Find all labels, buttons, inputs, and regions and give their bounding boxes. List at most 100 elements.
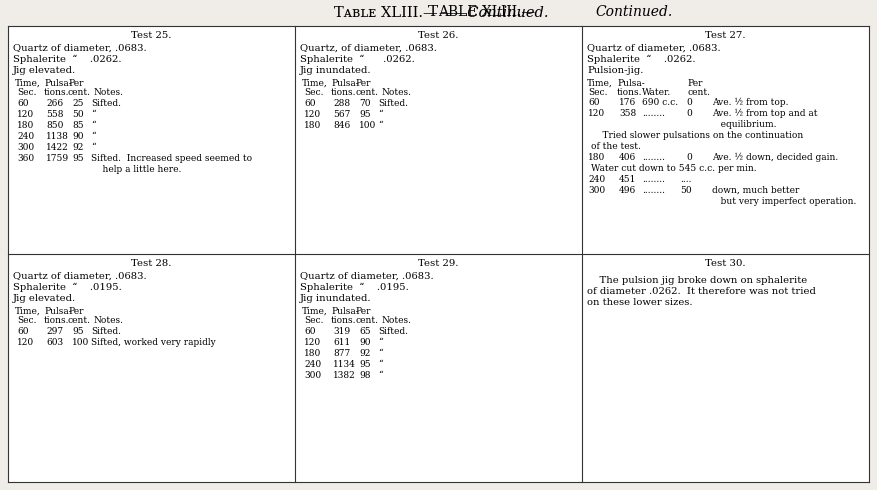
- Text: 65: 65: [359, 327, 371, 336]
- Text: 360: 360: [17, 154, 34, 163]
- Text: Test 25.: Test 25.: [132, 31, 172, 40]
- Text: Time,: Time,: [302, 79, 328, 88]
- Text: Jig elevated.: Jig elevated.: [13, 294, 76, 303]
- Text: cent.: cent.: [687, 88, 710, 97]
- Text: 406: 406: [619, 153, 636, 162]
- Text: cent.: cent.: [355, 316, 378, 325]
- Text: cent.: cent.: [68, 316, 91, 325]
- Text: “: “: [378, 360, 382, 369]
- Text: Per: Per: [68, 307, 83, 316]
- Text: “: “: [378, 349, 382, 358]
- Bar: [295, 254, 582, 482]
- Text: Quartz of diameter, .0683.: Quartz of diameter, .0683.: [13, 272, 146, 281]
- Text: 100: 100: [72, 338, 89, 347]
- Text: 451: 451: [619, 175, 637, 184]
- Text: 60: 60: [17, 99, 28, 108]
- Text: Sphalerite  “    .0262.: Sphalerite “ .0262.: [13, 55, 122, 64]
- Text: 120: 120: [304, 110, 321, 119]
- Text: The pulsion jig broke down on sphalerite: The pulsion jig broke down on sphalerite: [587, 276, 807, 285]
- Text: 603: 603: [46, 338, 63, 347]
- Text: Quartz of diameter, .0683.: Quartz of diameter, .0683.: [587, 44, 721, 53]
- Text: Sphalerite  “    .0195.: Sphalerite “ .0195.: [300, 283, 409, 293]
- Text: ....: ....: [681, 175, 692, 184]
- Text: ABLE XLIII.—: ABLE XLIII.—: [438, 5, 535, 19]
- Text: 300: 300: [588, 186, 605, 195]
- Text: Sec.: Sec.: [17, 316, 37, 325]
- Text: Test 28.: Test 28.: [132, 259, 172, 268]
- Text: Ave. ½ down, decided gain.: Ave. ½ down, decided gain.: [712, 153, 838, 162]
- Text: 240: 240: [304, 360, 321, 369]
- Text: ——Continued.: ——Continued.: [438, 6, 548, 20]
- Text: 100: 100: [359, 121, 376, 130]
- Text: Ave. ½ from top and at: Ave. ½ from top and at: [712, 109, 817, 118]
- Text: 1382: 1382: [333, 371, 356, 380]
- Text: 90: 90: [359, 338, 370, 347]
- Text: tions.: tions.: [617, 88, 643, 97]
- Text: 60: 60: [17, 327, 28, 336]
- Text: “: “: [378, 338, 382, 347]
- Text: “: “: [91, 121, 96, 130]
- Text: down, much better: down, much better: [712, 186, 799, 195]
- Text: 85: 85: [72, 121, 83, 130]
- Text: tions.: tions.: [44, 316, 69, 325]
- Text: ........: ........: [642, 153, 665, 162]
- Text: 176: 176: [619, 98, 636, 107]
- Text: “: “: [91, 143, 96, 152]
- Text: equilibrium.: equilibrium.: [712, 120, 776, 129]
- Text: 60: 60: [304, 327, 316, 336]
- Text: “: “: [378, 110, 382, 119]
- Text: Continued.: Continued.: [595, 5, 673, 19]
- Text: 92: 92: [72, 143, 83, 152]
- Text: 0: 0: [686, 109, 692, 118]
- Text: Notes.: Notes.: [94, 88, 124, 97]
- Text: Sec.: Sec.: [304, 316, 324, 325]
- Text: ........: ........: [642, 175, 665, 184]
- Text: cent.: cent.: [68, 88, 91, 97]
- Text: Pulsion-jig.: Pulsion-jig.: [587, 66, 644, 75]
- Text: Notes.: Notes.: [381, 88, 411, 97]
- Text: 319: 319: [333, 327, 350, 336]
- Text: “: “: [378, 121, 382, 130]
- Text: Pulsa-: Pulsa-: [617, 79, 645, 88]
- Text: 90: 90: [72, 132, 83, 141]
- Text: Sec.: Sec.: [588, 88, 608, 97]
- Text: ........: ........: [642, 186, 665, 195]
- Bar: [582, 26, 869, 254]
- Text: Notes.: Notes.: [381, 316, 411, 325]
- Text: Tᴀʙʟᴇ XLIII.—: Tᴀʙʟᴇ XLIII.—: [334, 6, 438, 20]
- Text: 0: 0: [686, 98, 692, 107]
- Bar: [295, 26, 582, 254]
- Text: 567: 567: [333, 110, 351, 119]
- Text: Test 29.: Test 29.: [418, 259, 459, 268]
- Text: tions.: tions.: [44, 88, 69, 97]
- Text: Time,: Time,: [587, 79, 613, 88]
- Text: Per: Per: [687, 79, 702, 88]
- Text: Time,: Time,: [15, 79, 40, 88]
- Text: T: T: [428, 5, 438, 19]
- Text: Time,: Time,: [302, 307, 328, 316]
- Text: Notes.: Notes.: [94, 316, 124, 325]
- Text: 1422: 1422: [46, 143, 68, 152]
- Text: Water cut down to 545 c.c. per min.: Water cut down to 545 c.c. per min.: [591, 164, 757, 173]
- Text: of diameter .0262.  It therefore was not tried: of diameter .0262. It therefore was not …: [587, 287, 816, 296]
- Text: 240: 240: [588, 175, 605, 184]
- Text: 300: 300: [17, 143, 34, 152]
- Text: Sec.: Sec.: [17, 88, 37, 97]
- Text: Tried slower pulsations on the continuation: Tried slower pulsations on the continuat…: [591, 131, 803, 140]
- Text: cent.: cent.: [355, 88, 378, 97]
- Text: Quartz of diameter, .0683.: Quartz of diameter, .0683.: [300, 272, 433, 281]
- Text: 877: 877: [333, 349, 350, 358]
- Text: Sifted.: Sifted.: [91, 99, 121, 108]
- Text: 25: 25: [72, 99, 83, 108]
- Text: Pulsa-: Pulsa-: [44, 79, 72, 88]
- Text: 850: 850: [46, 121, 63, 130]
- Text: Quartz, of diameter, .0683.: Quartz, of diameter, .0683.: [300, 44, 437, 53]
- Text: 690 c.c.: 690 c.c.: [642, 98, 678, 107]
- Text: tions.: tions.: [331, 88, 356, 97]
- Text: 92: 92: [359, 349, 370, 358]
- Text: Sifted.: Sifted.: [378, 99, 408, 108]
- Text: 60: 60: [304, 99, 316, 108]
- Text: 846: 846: [333, 121, 350, 130]
- Text: Sec.: Sec.: [304, 88, 324, 97]
- Text: 120: 120: [17, 338, 34, 347]
